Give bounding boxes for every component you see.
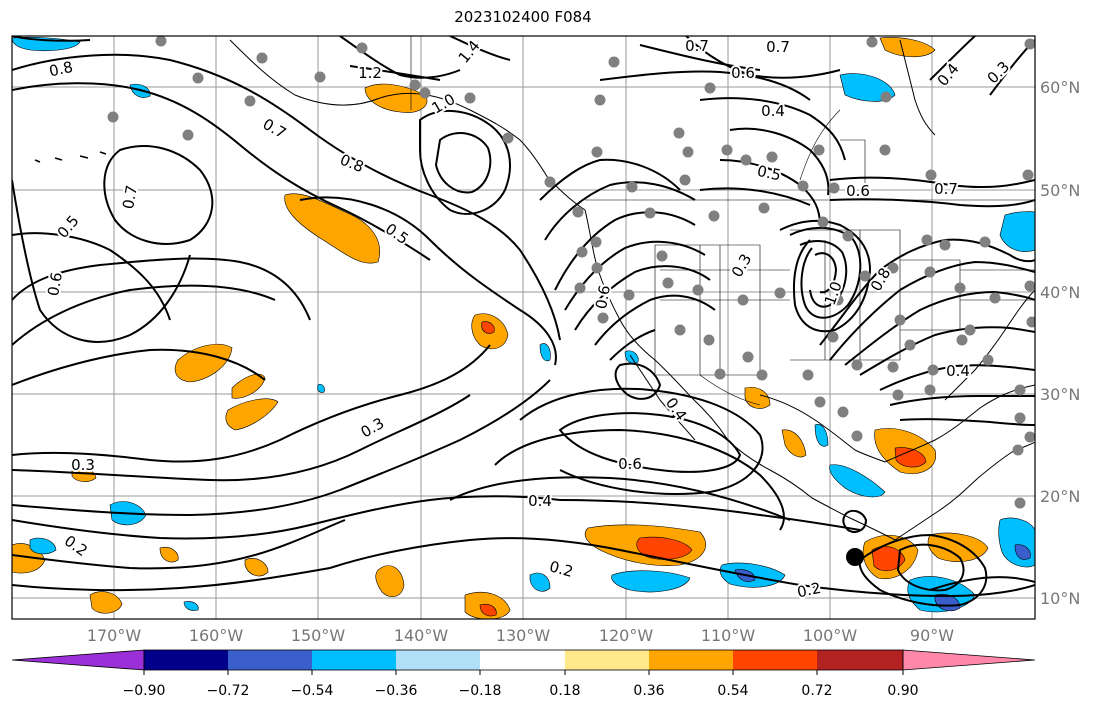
colorbar-segment [228,650,312,670]
lon-label: 110°W [701,626,756,645]
station-markers [107,36,1035,509]
lon-label: 170°W [87,626,142,645]
map-title: 2023102400 F084 [454,8,592,26]
colorbar-tick: 0.36 [633,683,664,699]
colorbar-segment [733,650,817,670]
contour-label: 0.7 [685,37,709,55]
lon-label: 90°W [910,626,954,645]
contour-label: 0.7 [934,180,958,198]
colorbar-segment [565,650,649,670]
colorbar-extend-right [902,649,1036,671]
lon-label: 120°W [599,626,654,645]
lon-label: 140°W [394,626,449,645]
colorbar-tick: 0.90 [887,683,918,699]
contour-label: 0.6 [731,64,755,82]
lat-label: 40°N [1040,283,1080,302]
colorbar-segment [312,650,396,670]
colorbar-segment [396,650,480,670]
colorbar-extend-left [11,649,145,671]
map-frame [11,35,1036,620]
storm-center-marker [846,548,864,566]
colorbar-segment [817,650,903,670]
lon-label: 150°W [291,626,346,645]
lat-label: 30°N [1040,385,1080,404]
anomaly-shading [12,36,1035,619]
contour-label: 0.8 [47,58,74,81]
contour-label: 0.4 [946,362,970,380]
colorbar-tick: −0.90 [123,683,166,699]
contour-label: 0.3 [71,456,95,474]
lon-label: 160°W [189,626,244,645]
colorbar-segment [649,650,733,670]
contour-label: 0.4 [761,102,785,120]
colorbar: −0.90 −0.72 −0.54 −0.36 −0.18 0.18 0.36 … [11,649,1036,699]
lon-label: 130°W [496,626,551,645]
contour-label: 0.4 [528,492,552,510]
colorbar-tick: 0.18 [549,683,580,699]
contour-label: 1.2 [358,64,382,82]
latitude-labels: 60°N 50°N 40°N 30°N 20°N 10°N [1040,78,1080,608]
colorbar-tick: −0.72 [207,683,250,699]
lat-label: 60°N [1040,78,1080,97]
lon-label: 100°W [803,626,858,645]
colorbar-tick: −0.36 [375,683,418,699]
contour-lines [12,36,1035,607]
colorbar-tick: −0.18 [459,683,502,699]
lat-label: 50°N [1040,181,1080,200]
colorbar-tick: 0.54 [717,683,748,699]
colorbar-segment [480,650,565,670]
colorbar-segment [144,650,228,670]
political-borders [410,36,1035,406]
lat-label: 20°N [1040,487,1080,506]
contour-label: 0.6 [618,455,642,473]
contour-label: 0.7 [766,38,790,56]
colorbar-tick: 0.72 [801,683,832,699]
colorbar-outline [143,649,904,671]
contour-label: 0.6 [846,182,870,200]
lat-label: 10°N [1040,589,1080,608]
colorbar-tick: −0.54 [291,683,334,699]
longitude-labels: 170°W 160°W 150°W 140°W 130°W 120°W 110°… [87,626,954,645]
